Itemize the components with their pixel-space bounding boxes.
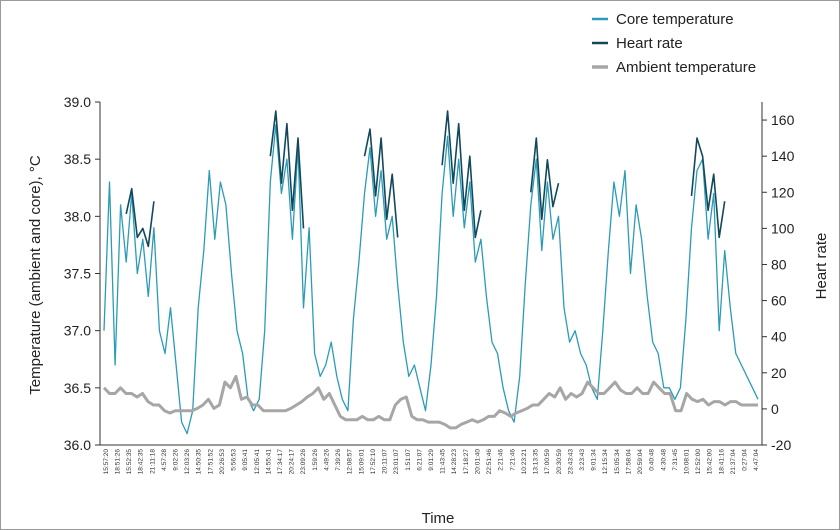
x-tick-label: 17:00:59 xyxy=(544,449,551,475)
axes-group: 36.0 36.5 37.0 37.5 38.0 38.5 39.0 -20 0 20 40 60 80… xyxy=(64,94,795,474)
x-tick-label: 9:02:26 xyxy=(172,449,179,471)
x-tick-label: 18:42:35 xyxy=(138,449,145,475)
x-tick-label: 15:57:20 xyxy=(103,449,110,475)
series-line-ambient-temperature xyxy=(102,374,758,430)
x-tick-label: 23:43:43 xyxy=(567,449,574,475)
y-right-tick-label: 80 xyxy=(771,256,787,272)
x-tick-label: 15:52:35 xyxy=(126,449,133,475)
x-tick-label: 17:51:52 xyxy=(207,449,214,475)
x-tick-label: 23:01:07 xyxy=(393,449,400,475)
x-tick-label: 15:42:00 xyxy=(707,449,714,475)
x-tick-label: 4:49:26 xyxy=(323,449,330,471)
y-right-tick-label: 60 xyxy=(771,293,787,309)
x-tick-label: 20:01:40 xyxy=(474,449,481,475)
x-tick-label: 4:30:48 xyxy=(660,449,667,471)
x-tick-label: 9:01:34 xyxy=(591,449,598,471)
y-axis-right-title: Heart rate xyxy=(813,233,830,300)
y-left-tick-label: 37.5 xyxy=(64,266,91,282)
y-left-tick-label: 36.0 xyxy=(64,437,91,453)
y-right-tick-label: 140 xyxy=(771,148,795,164)
y-right-tick-label: 120 xyxy=(771,184,795,200)
x-tick-label: 18:41:16 xyxy=(718,449,725,475)
x-tick-label: 7:31:45 xyxy=(672,449,679,471)
x-tick-label: 1:51:07 xyxy=(405,449,412,471)
x-tick-label: 12:03:26 xyxy=(184,449,191,475)
x-tick-label: 4:47:04 xyxy=(753,449,760,471)
y-axis-left-title: Temperature (ambient and core), °C xyxy=(27,155,44,395)
x-tick-label: 10:08:01 xyxy=(684,449,691,475)
y-left-tick-label: 38.0 xyxy=(64,208,91,224)
legend-label-core: Core temperature xyxy=(616,11,734,28)
legend-label-ambient: Ambient temperature xyxy=(616,59,756,76)
x-tick-label: 4:57:28 xyxy=(161,449,168,471)
x-tick-label: 23:09:26 xyxy=(300,449,307,475)
x-tick-label: 18:51:26 xyxy=(114,449,121,475)
x-tick-label: 7:21:46 xyxy=(509,449,516,471)
x-tick-label: 21:37:04 xyxy=(730,449,737,475)
x-tick-label: 14:55:41 xyxy=(265,449,272,475)
y-right-tick-label: 40 xyxy=(771,329,787,345)
y-right-tick-label: 0 xyxy=(771,401,779,417)
y-right-tick-label: 160 xyxy=(771,112,795,128)
x-tick-label: 1:59:26 xyxy=(312,449,319,471)
x-axis-title: Time xyxy=(422,510,455,527)
legend-label-heart: Heart rate xyxy=(616,35,683,52)
x-tick-label: 11:43:45 xyxy=(440,449,447,474)
x-tick-label: 21:11:18 xyxy=(149,449,156,474)
x-tick-label: 17:58:04 xyxy=(625,449,632,475)
plot-area xyxy=(102,110,759,435)
x-tick-label: 15:09:01 xyxy=(358,449,365,475)
x-tick-label: 0:40:48 xyxy=(649,449,656,471)
y-right-tick-label: -20 xyxy=(771,437,791,453)
x-tick-label: 9:01:29 xyxy=(428,449,435,471)
x-tick-label: 12:52:00 xyxy=(695,449,702,475)
series-line-core-temperature xyxy=(103,124,759,435)
x-tick-label: 20:24:17 xyxy=(289,449,296,475)
x-tick-label: 2:21:46 xyxy=(498,449,505,471)
x-tick-label: 10:23:21 xyxy=(521,449,528,475)
y-left-tick-label: 39.0 xyxy=(64,94,91,110)
legend: Core temperature Heart rate Ambient temp… xyxy=(592,11,756,76)
x-tick-label: 12:08:57 xyxy=(347,449,354,475)
x-tick-label: 7:39:26 xyxy=(335,449,342,471)
x-tick-label: 12:15:34 xyxy=(602,449,609,475)
x-tick-label: 20:30:59 xyxy=(556,449,563,475)
x-tick-label: 12:05:41 xyxy=(254,449,261,475)
x-tick-label: 6:21:07 xyxy=(416,449,423,471)
x-tick-label: 14:50:35 xyxy=(196,449,203,475)
x-tick-label: 15:05:34 xyxy=(614,449,621,475)
series-line-heart-rate xyxy=(125,110,726,248)
y-left-tick-label: 37.0 xyxy=(64,323,91,339)
x-tick-label: 17:52:10 xyxy=(370,449,377,475)
x-tick-label: 9:05:41 xyxy=(242,449,249,471)
y-left-tick-label: 36.5 xyxy=(64,380,91,396)
x-tick-label: 0:27:04 xyxy=(742,449,749,471)
x-tick-label: 17:18:27 xyxy=(463,449,470,475)
x-tick-label: 3:23:43 xyxy=(579,449,586,471)
x-tick-label: 20:59:04 xyxy=(637,449,644,475)
y-left-tick-label: 38.5 xyxy=(64,151,91,167)
x-tick-label: 20:26:53 xyxy=(219,449,226,475)
x-tick-label: 13:13:35 xyxy=(533,449,540,475)
x-tick-label: 5:56:53 xyxy=(231,449,238,471)
x-tick-label: 20:11:07 xyxy=(382,449,389,474)
x-tick-label: 22:51:46 xyxy=(486,449,493,475)
x-tick-label: 14:28:23 xyxy=(451,449,458,475)
y-right-tick-label: 100 xyxy=(771,220,795,236)
y-right-tick-label: 20 xyxy=(771,365,787,381)
x-tick-label: 17:34:17 xyxy=(277,449,284,475)
